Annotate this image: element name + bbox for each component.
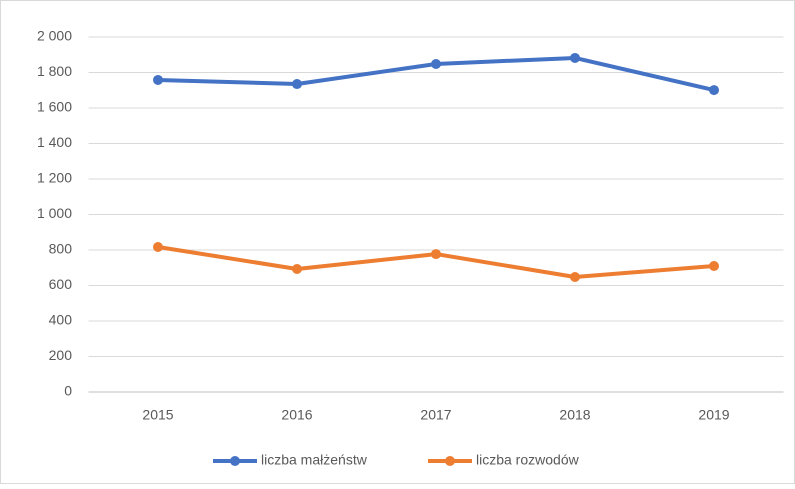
- data-point: [709, 260, 719, 271]
- data-point: [292, 263, 302, 274]
- x-tick-label: 2016: [281, 407, 312, 423]
- legend-marker: [445, 456, 455, 466]
- y-tick-label: 1 800: [37, 63, 72, 79]
- data-point: [570, 271, 580, 282]
- y-tick-label: 1 600: [37, 99, 72, 115]
- y-tick-label: 400: [49, 312, 73, 328]
- x-tick-label: 2018: [559, 407, 590, 423]
- data-point: [431, 249, 441, 260]
- y-tick-label: 1 000: [37, 205, 72, 221]
- legend-marker: [230, 456, 240, 466]
- y-tick-label: 1 200: [37, 170, 72, 186]
- legend-label: liczba małżeństw: [261, 452, 368, 468]
- data-point: [570, 52, 580, 63]
- x-tick-label: 2015: [142, 407, 173, 423]
- y-tick-label: 2 000: [37, 28, 72, 44]
- data-point: [709, 85, 719, 96]
- x-tick-label: 2019: [698, 407, 729, 423]
- y-tick-label: 600: [49, 276, 73, 292]
- y-tick-label: 1 400: [37, 134, 72, 150]
- data-point: [431, 58, 441, 69]
- data-point: [153, 241, 163, 252]
- data-point: [153, 74, 163, 85]
- data-point: [292, 79, 302, 90]
- x-tick-label: 2017: [420, 407, 451, 423]
- y-tick-label: 0: [64, 383, 72, 399]
- y-tick-label: 800: [49, 241, 73, 257]
- legend-label: liczba rozwodów: [476, 452, 580, 468]
- y-tick-label: 200: [49, 347, 73, 363]
